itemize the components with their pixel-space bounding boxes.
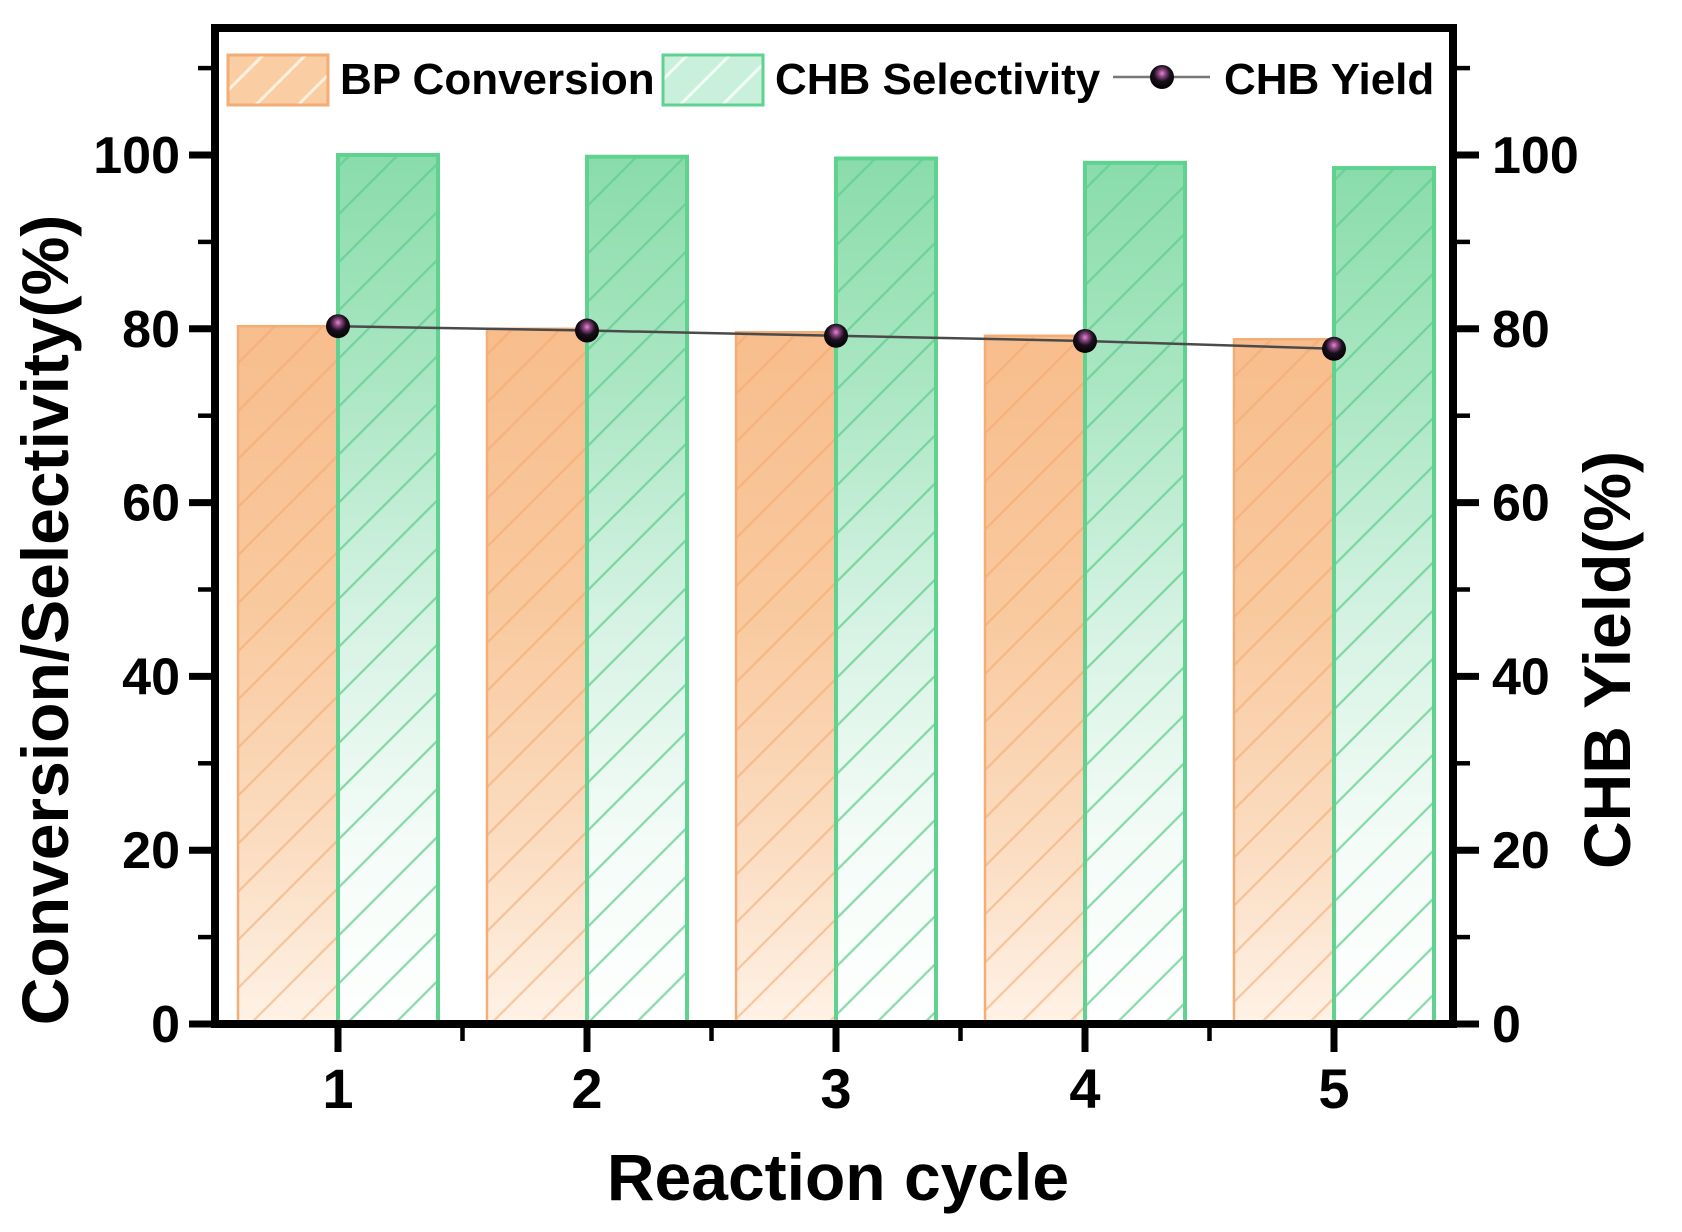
- y-tick-label-right-100: 100: [1492, 127, 1579, 185]
- x-tick-label-1: 1: [322, 1057, 353, 1120]
- y-tick-label-left-80: 80: [122, 301, 180, 359]
- bar-chb-selectivity-4-hatch: [1085, 162, 1185, 1025]
- legend-label-bp-conversion: BP Conversion: [340, 55, 655, 104]
- legend: BP Conversion CHB Selectivity CHB Yield: [226, 53, 1434, 107]
- legend-label-chb-selectivity: CHB Selectivity: [775, 55, 1101, 104]
- plot-frame: [211, 24, 1457, 1028]
- bar-bp-conversion-1-hatch: [238, 326, 338, 1024]
- y-tick-label-left-0: 0: [151, 996, 180, 1054]
- bar-chb-selectivity-1-hatch: [338, 155, 438, 1024]
- bar-bp-conversion-5-hatch: [1234, 339, 1334, 1024]
- y-tick-label-left-100: 100: [93, 127, 180, 185]
- legend-marker-chb-yield: [1150, 65, 1174, 89]
- x-tick-label-3: 3: [820, 1057, 851, 1120]
- bar-bp-conversion-3-hatch: [736, 332, 836, 1024]
- x-tick-label-4: 4: [1069, 1057, 1100, 1120]
- y-tick-label-left-20: 20: [122, 822, 180, 880]
- y-tick-label-left-60: 60: [122, 475, 180, 533]
- x-tick-label-5: 5: [1318, 1057, 1349, 1120]
- bar-bp-conversion-4-hatch: [985, 335, 1085, 1024]
- bar-bp-conversion-2-hatch: [487, 328, 587, 1024]
- y-axis-title-right: CHB Yield(%): [1570, 451, 1644, 869]
- x-tick-label-2: 2: [571, 1057, 602, 1120]
- tick-labels-layer: 0 0 20 20 40 40 60 60 80 80 100 100 1 2 3 4 5: [93, 127, 1579, 1120]
- chb-yield-marker-3: [824, 323, 848, 348]
- y-tick-label-right-0: 0: [1492, 996, 1521, 1054]
- legend-label-chb-yield: CHB Yield: [1224, 55, 1434, 104]
- legend-swatch-chb-selectivity-hatch: [661, 53, 765, 107]
- x-axis-title: Reaction cycle: [607, 1140, 1069, 1214]
- bar-chb-selectivity-3-hatch: [836, 158, 936, 1024]
- y-tick-label-right-40: 40: [1492, 648, 1550, 706]
- chb-yield-marker-1: [326, 314, 350, 339]
- y-tick-label-left-40: 40: [122, 648, 180, 706]
- y-tick-label-right-60: 60: [1492, 475, 1550, 533]
- y-axis-title-left: Conversion/Selectivity(%): [8, 215, 82, 1026]
- y-tick-label-right-20: 20: [1492, 822, 1550, 880]
- ticks-layer: [189, 65, 1479, 1052]
- chb-yield-marker-5: [1322, 336, 1346, 361]
- bar-chb-selectivity-5-hatch: [1334, 168, 1434, 1024]
- bars-layer: [236, 153, 1436, 1027]
- bar-chb-selectivity-2-hatch: [587, 156, 687, 1024]
- chb-yield-marker-2: [575, 318, 599, 343]
- legend-swatch-bp-conversion-hatch: [226, 53, 330, 107]
- y-tick-label-right-80: 80: [1492, 301, 1550, 359]
- line-series-layer: [326, 314, 1346, 361]
- chb-yield-marker-4: [1073, 328, 1097, 353]
